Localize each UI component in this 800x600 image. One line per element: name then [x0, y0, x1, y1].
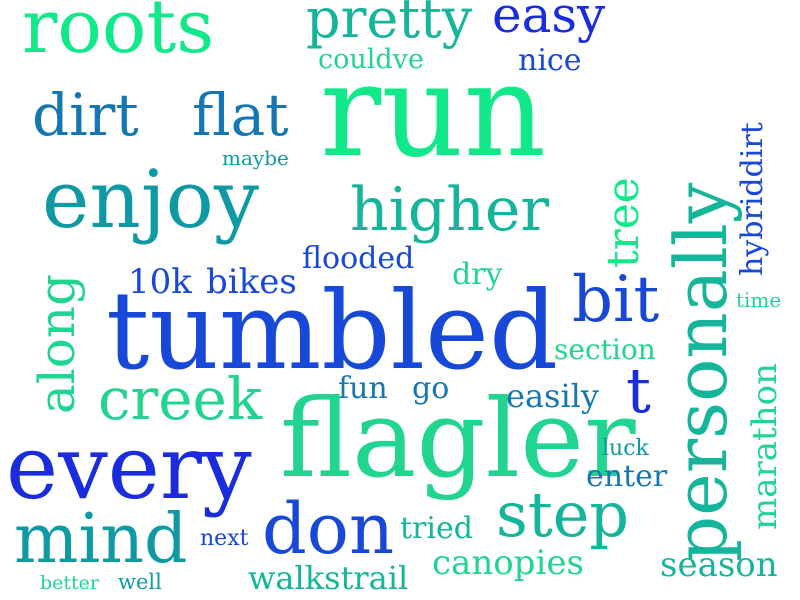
word-run: run: [320, 37, 547, 186]
word-marathon: marathon: [745, 363, 785, 530]
word-easily: easily: [506, 377, 599, 415]
word-flat: flat: [192, 81, 289, 149]
word-creek: creek: [98, 365, 263, 433]
word-t: t: [626, 354, 651, 427]
word-fun: fun: [338, 371, 388, 406]
word-tumbled: tumbled: [106, 269, 559, 394]
word-roots: roots: [22, 0, 215, 70]
word-tried: tried: [400, 511, 473, 546]
word-walkstrail: walkstrail: [248, 559, 409, 597]
word-next: next: [200, 526, 249, 551]
word-couldve: couldve: [318, 44, 424, 75]
word-enter: enter: [586, 459, 668, 494]
word-luck: luck: [602, 436, 649, 461]
word-10k: 10k: [128, 262, 192, 302]
word-easy: easy: [492, 0, 606, 44]
word-season: season: [660, 545, 778, 585]
word-dirt: dirt: [32, 81, 139, 149]
word-flooded: flooded: [302, 241, 415, 276]
word-pretty: pretty: [306, 0, 473, 50]
word-hybriddirt: hybriddirt: [735, 122, 770, 276]
word-mind: mind: [14, 500, 188, 579]
word-along: along: [28, 273, 86, 414]
word-bikes: bikes: [206, 262, 297, 302]
word-go: go: [412, 371, 450, 406]
word-well: well: [118, 570, 162, 594]
word-personally: personally: [659, 182, 743, 562]
word-nice: nice: [518, 43, 582, 78]
word-enjoy: enjoy: [42, 153, 260, 246]
word-higher: higher: [350, 175, 550, 245]
word-every: every: [6, 416, 252, 519]
word-section: section: [554, 333, 656, 366]
word-step: step: [496, 478, 630, 551]
word-don: don: [262, 488, 395, 570]
word-canopies: canopies: [432, 543, 584, 583]
word-better: better: [40, 572, 100, 594]
word-dry: dry: [452, 257, 503, 292]
word-maybe: maybe: [222, 146, 289, 170]
word-tree: tree: [598, 177, 649, 268]
word-time: time: [736, 288, 782, 312]
word-flagler: flagler: [280, 377, 636, 502]
word-bit: bit: [572, 263, 660, 337]
